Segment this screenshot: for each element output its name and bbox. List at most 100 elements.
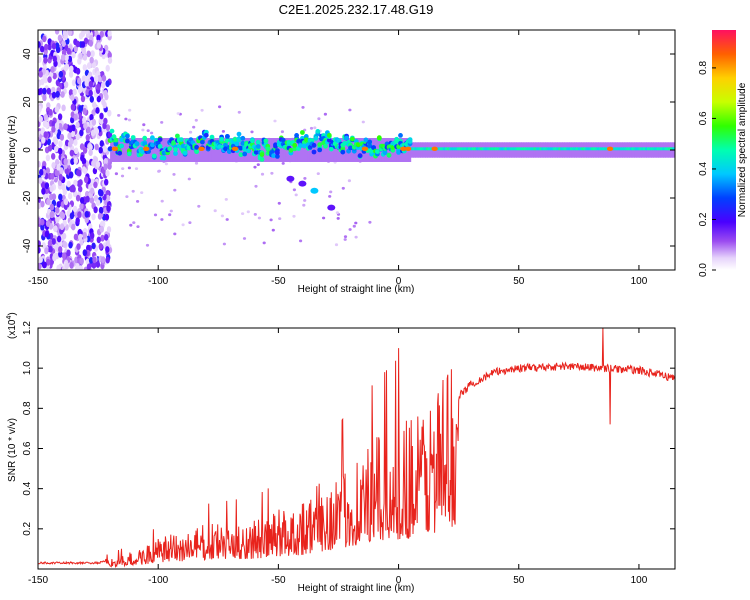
spectrogram-noise-blob bbox=[43, 76, 48, 84]
spectrogram-band-cell bbox=[167, 146, 173, 152]
spectrogram-noise-blob bbox=[38, 196, 41, 204]
spectrogram-band-cell bbox=[390, 145, 396, 150]
spectrogram-band-halo bbox=[324, 138, 327, 162]
x-tick-label: -100 bbox=[148, 276, 168, 287]
spectrogram-noise-blob bbox=[73, 139, 78, 146]
spectrogram-scatter-blob bbox=[160, 218, 164, 221]
spectrogram-band-halo bbox=[122, 138, 126, 162]
spectrogram-noise-blob bbox=[77, 86, 83, 94]
spectrogram-noise-blob bbox=[49, 203, 55, 211]
y-tick-label: 40 bbox=[22, 48, 33, 60]
spectrogram-scatter-blob bbox=[334, 243, 339, 247]
spectrogram-noise-blob bbox=[102, 101, 107, 109]
spectrogram-noise-blob bbox=[106, 226, 112, 233]
spectrogram-y-axis-label: Frequency (Hz) bbox=[7, 116, 18, 185]
spectrogram-band-cell bbox=[292, 142, 298, 148]
spectrogram-noise-blob bbox=[51, 125, 56, 133]
spectrogram-noise-blob bbox=[85, 195, 90, 203]
snr-x-ticks: -150 -100 -50 0 50 100 bbox=[28, 328, 648, 586]
spectrogram-noise-blob bbox=[57, 113, 63, 121]
spectrogram-noise-blob bbox=[97, 75, 102, 82]
spectrogram-scatter-blob bbox=[368, 220, 372, 224]
spectrogram-band-halo bbox=[261, 138, 265, 162]
spectrogram-band-cell bbox=[238, 145, 244, 151]
spectrogram-band-halo bbox=[211, 138, 215, 162]
spectrogram-band-cell bbox=[238, 152, 244, 158]
spectrogram-noise-blob bbox=[105, 246, 110, 253]
spectrogram-noise-blob bbox=[78, 233, 83, 241]
spectrogram-noise-blob bbox=[61, 232, 67, 240]
spectrogram-band-cell bbox=[398, 133, 403, 138]
spectrogram-noise-blob bbox=[79, 238, 84, 246]
spectrogram-noise-blob bbox=[75, 67, 81, 75]
spectrogram-band-halo bbox=[131, 138, 135, 162]
spectrogram-band-halo bbox=[321, 138, 325, 162]
spectrogram-scatter-blob bbox=[250, 130, 254, 134]
spectrogram-noise-blob bbox=[80, 41, 86, 48]
spectrogram-band-cell bbox=[286, 140, 292, 145]
spectrogram-scatter-blob bbox=[323, 112, 327, 116]
spectrogram-scatter-blob bbox=[173, 188, 177, 192]
spectrogram-noise-blob bbox=[99, 207, 104, 214]
spectrogram-noise-blob bbox=[67, 30, 72, 36]
spectrogram-noise-blob bbox=[55, 206, 60, 214]
snr-plot-area bbox=[38, 328, 675, 569]
spectrogram-noise-blob bbox=[38, 160, 41, 168]
spectrogram-noise-blob bbox=[70, 130, 76, 138]
spectrogram-noise-blob bbox=[86, 126, 91, 134]
spectrogram-band-cell bbox=[173, 151, 178, 156]
spectrogram-noise-blob bbox=[68, 241, 73, 249]
spectrogram-noise-blob bbox=[67, 192, 73, 200]
spectrogram-noise-blob bbox=[77, 211, 82, 219]
y-tick-label: 0.6 bbox=[22, 441, 33, 455]
spectrogram-noise-blob bbox=[49, 185, 54, 193]
spectrogram-noise-blob bbox=[78, 185, 83, 193]
spectrogram-noise-blob bbox=[68, 125, 73, 133]
spectrogram-noise-blob bbox=[60, 91, 65, 98]
spectrogram-band-cell bbox=[161, 155, 167, 161]
spectrogram-band-cell bbox=[242, 151, 248, 157]
spectrogram-noise-blob bbox=[97, 213, 103, 220]
spectrogram-scatter-blob bbox=[225, 218, 229, 221]
spectrogram-noise-blob bbox=[107, 109, 112, 117]
spectrogram-scatter-blob bbox=[220, 214, 224, 218]
spectrogram-peak bbox=[111, 146, 119, 151]
spectrogram-noise-blob bbox=[86, 244, 91, 252]
spectrogram-noise-blob bbox=[40, 45, 45, 53]
spectrogram-noise-blob bbox=[88, 80, 94, 88]
spectrogram-noise-blob bbox=[81, 75, 87, 82]
spectrogram-noise-blob bbox=[68, 171, 74, 179]
snr-x-axis-label: Height of straight line (km) bbox=[298, 583, 415, 594]
spectrogram-noise-blob bbox=[68, 70, 74, 78]
spectrogram-noise-blob bbox=[89, 114, 94, 121]
spectrogram-scatter-blob bbox=[303, 177, 307, 180]
spectrogram-band-cell bbox=[259, 157, 265, 162]
spectrogram-noise-blob bbox=[51, 153, 56, 160]
y-tick-label: 0.2 bbox=[22, 521, 33, 535]
spectrogram-noise-blob bbox=[38, 240, 41, 248]
spectrogram-noise-blob bbox=[51, 120, 56, 128]
spectrogram-scatter-blob bbox=[127, 166, 131, 170]
spectrogram-noise-blob bbox=[84, 176, 89, 184]
spectrogram-noise-blob bbox=[99, 30, 104, 38]
spectrogram-noise-blob bbox=[86, 263, 92, 270]
spectrogram-band-cell bbox=[150, 142, 155, 148]
spectrogram-noise-blob bbox=[99, 225, 105, 233]
spectrogram-noise-blob bbox=[71, 51, 76, 59]
spectrogram-scatter-blob bbox=[145, 243, 150, 247]
spectrogram-scatter-blob bbox=[221, 130, 225, 133]
spectrogram-band-halo bbox=[393, 138, 397, 162]
spectrogram-noise-blob bbox=[98, 146, 103, 154]
spectrogram-band-cell bbox=[109, 128, 115, 134]
spectrogram-scatter-blob bbox=[294, 193, 298, 197]
spectrogram-noise-blob bbox=[96, 95, 102, 103]
spectrogram-noise-blob bbox=[88, 143, 93, 151]
spectrogram-noise-blob bbox=[47, 239, 53, 247]
spectrogram-noise-blob bbox=[62, 30, 67, 37]
spectrogram-band-cell bbox=[259, 152, 265, 157]
spectrogram-noise-blob bbox=[81, 166, 87, 174]
spectrogram-scatter-blob bbox=[348, 228, 352, 231]
spectrogram-band-cell bbox=[113, 137, 119, 143]
spectrogram-noise-blob bbox=[88, 149, 93, 157]
spectrogram-noise-blob bbox=[58, 174, 63, 181]
